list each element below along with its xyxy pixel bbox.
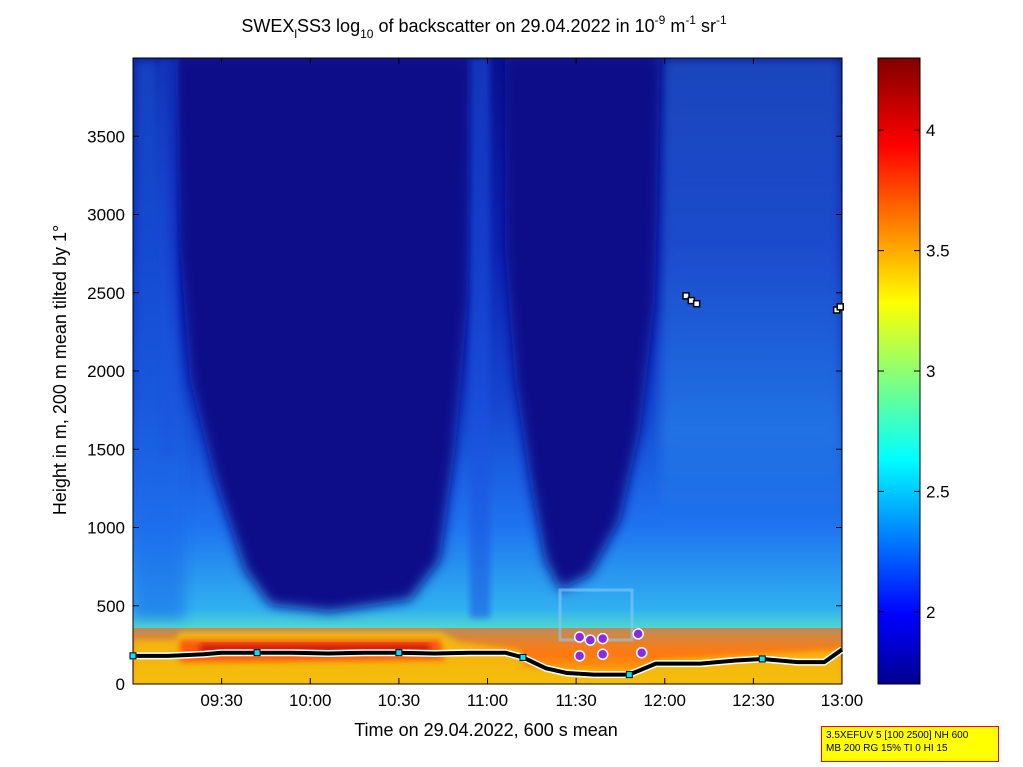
aerosol-layer-point <box>596 632 609 645</box>
x-tick-label: 09:30 <box>200 691 243 710</box>
y-tick-label: 3500 <box>87 127 125 146</box>
mixing-layer-series <box>129 646 845 679</box>
colorbar <box>878 58 920 684</box>
chart-title: SWEXlSS3 log10 of backscatter on 29.04.2… <box>241 13 727 41</box>
x-tick-label: 10:30 <box>378 691 421 710</box>
y-tick-label: 3000 <box>87 206 125 225</box>
colorbar-tick-label: 2 <box>926 603 935 622</box>
cloud-base-point <box>836 303 844 311</box>
heatmap-field <box>133 58 842 684</box>
upper-haze-region <box>660 58 842 518</box>
clean-air-dome-left <box>175 58 470 612</box>
streak-1 <box>470 58 490 618</box>
y-axis-label: Height in m, 200 m mean tilted by 1° <box>50 225 70 515</box>
y-tick-label: 1000 <box>87 519 125 538</box>
x-tick-label: 12:00 <box>643 691 686 710</box>
mixing-layer-point <box>625 671 633 679</box>
colorbar-tick-label: 2.5 <box>926 482 950 501</box>
aerosol-layer-point <box>573 650 586 662</box>
x-axis-label: Time on 29.04.2022, 600 s mean <box>354 720 618 740</box>
clean-air-dome-right <box>505 58 660 590</box>
cloud-base-point <box>692 299 701 308</box>
mixing-layer-line <box>133 647 844 677</box>
x-tick-label: 11:30 <box>555 691 596 710</box>
mixing-layer-point <box>253 649 261 657</box>
mixing-layer-point <box>519 653 527 661</box>
residual-layer-dark <box>200 644 430 654</box>
cloud-base-series <box>682 292 844 314</box>
mixing-layer-point <box>758 655 766 663</box>
x-tick-label: 12:30 <box>732 691 775 710</box>
aerosol-layer-point <box>584 634 597 646</box>
colorbar-tick-label: 4 <box>926 121 935 140</box>
aerosol-layer-point <box>635 646 648 659</box>
y-tick-label: 0 <box>116 675 125 694</box>
aerosol-layer-point <box>573 631 586 643</box>
mixing-layer-point <box>129 652 137 660</box>
left-haze <box>133 58 185 620</box>
y-tick-label: 2000 <box>87 362 125 381</box>
x-tick-label: 13:00 <box>821 691 864 710</box>
aerosol-layer-point <box>632 628 644 640</box>
y-tick-label: 1500 <box>87 440 125 459</box>
colorbar-tick-label: 3 <box>926 362 935 381</box>
y-tick-label: 500 <box>97 597 125 616</box>
x-axis: 09:30 10:00 10:30 11:00 11:30 12:00 12:30 13:00 <box>200 58 863 710</box>
y-axis: 0 500 1000 1500 2000 2500 3000 3500 <box>87 127 842 694</box>
mixing-layer-point <box>395 649 403 657</box>
x-tick-label: 11:00 <box>467 691 508 710</box>
cloud-base-point <box>682 292 690 300</box>
processing-info-box: 3.5XEFUV 5 [100 2500] NH 600 MB 200 RG 1… <box>821 726 999 762</box>
aerosol-layer-point <box>596 648 609 661</box>
colorbar-tick-label: 3.5 <box>926 242 950 261</box>
info-line-1: 3.5XEFUV 5 [100 2500] NH 600 <box>826 730 969 741</box>
aerosol-layer-series <box>573 628 648 662</box>
colorbar-ticks: 2 2.5 3 3.5 4 <box>878 121 950 622</box>
info-line-2: MB 200 RG 15% TI 0 HI 15 <box>826 743 948 754</box>
x-tick-label: 10:00 <box>289 691 332 710</box>
y-tick-label: 2500 <box>87 284 125 303</box>
streak-2 <box>160 58 178 458</box>
